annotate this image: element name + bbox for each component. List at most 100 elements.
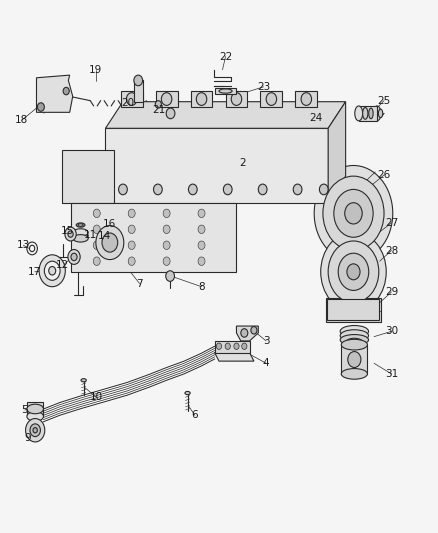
Text: 7: 7: [136, 279, 143, 288]
Circle shape: [127, 93, 137, 106]
Circle shape: [39, 255, 65, 287]
Circle shape: [216, 343, 222, 350]
Circle shape: [348, 352, 361, 368]
Ellipse shape: [369, 108, 373, 119]
Bar: [226, 91, 247, 107]
Text: 18: 18: [15, 115, 28, 125]
Text: 8: 8: [198, 282, 205, 292]
Ellipse shape: [78, 224, 83, 227]
Polygon shape: [106, 102, 346, 128]
Polygon shape: [106, 128, 328, 203]
Bar: [191, 91, 212, 107]
Circle shape: [345, 203, 362, 224]
Circle shape: [241, 329, 248, 337]
Bar: [261, 91, 283, 107]
Bar: [27, 401, 43, 416]
Circle shape: [338, 253, 369, 290]
Text: 3: 3: [263, 336, 269, 346]
Text: 30: 30: [385, 326, 398, 336]
Circle shape: [196, 93, 207, 106]
Circle shape: [198, 257, 205, 265]
Circle shape: [93, 257, 100, 265]
Circle shape: [25, 418, 45, 442]
Circle shape: [234, 343, 239, 350]
Circle shape: [166, 108, 175, 119]
Ellipse shape: [346, 338, 363, 346]
Ellipse shape: [27, 404, 43, 414]
Circle shape: [242, 343, 247, 350]
Ellipse shape: [373, 106, 381, 121]
Circle shape: [63, 87, 69, 95]
Text: 31: 31: [385, 369, 398, 379]
Text: 23: 23: [257, 82, 270, 92]
Text: 6: 6: [192, 410, 198, 421]
Bar: [295, 91, 317, 107]
Bar: [155, 91, 177, 107]
Ellipse shape: [185, 391, 190, 394]
Text: 20: 20: [122, 98, 135, 108]
Ellipse shape: [73, 229, 88, 236]
Text: 5: 5: [21, 405, 28, 415]
Circle shape: [102, 233, 118, 252]
Text: 13: 13: [17, 240, 30, 250]
Text: 9: 9: [25, 433, 31, 443]
Text: 4: 4: [263, 358, 269, 368]
Text: 14: 14: [98, 231, 111, 241]
Circle shape: [128, 225, 135, 233]
Text: 11: 11: [84, 230, 97, 240]
Ellipse shape: [378, 109, 383, 118]
Circle shape: [198, 241, 205, 249]
Circle shape: [231, 93, 242, 106]
Circle shape: [30, 424, 40, 437]
Circle shape: [301, 93, 311, 106]
Text: 19: 19: [89, 65, 102, 75]
Text: 28: 28: [385, 246, 398, 255]
Circle shape: [71, 253, 77, 261]
Circle shape: [251, 327, 257, 334]
Ellipse shape: [340, 335, 368, 345]
Circle shape: [33, 427, 37, 433]
Circle shape: [314, 165, 393, 261]
Text: 29: 29: [385, 287, 398, 297]
Text: 21: 21: [152, 104, 166, 115]
Circle shape: [328, 241, 379, 303]
Text: 2: 2: [240, 158, 246, 168]
Circle shape: [266, 93, 277, 106]
Bar: [134, 80, 143, 102]
Circle shape: [68, 231, 73, 237]
Text: 12: 12: [56, 261, 69, 270]
Circle shape: [319, 184, 328, 195]
Circle shape: [161, 93, 172, 106]
Circle shape: [65, 227, 76, 241]
Text: 15: 15: [60, 226, 74, 236]
Circle shape: [321, 232, 386, 312]
Bar: [359, 106, 377, 121]
Ellipse shape: [340, 326, 368, 337]
Circle shape: [334, 189, 373, 237]
Polygon shape: [328, 102, 346, 203]
Polygon shape: [215, 341, 250, 353]
Circle shape: [128, 209, 135, 217]
Bar: [341, 345, 367, 374]
Circle shape: [163, 209, 170, 217]
Circle shape: [128, 241, 135, 249]
Polygon shape: [237, 326, 258, 341]
Ellipse shape: [341, 368, 367, 379]
Circle shape: [225, 343, 230, 350]
Circle shape: [49, 266, 56, 275]
Bar: [215, 88, 237, 94]
Circle shape: [37, 103, 44, 111]
Circle shape: [223, 184, 232, 195]
Circle shape: [166, 271, 174, 281]
Circle shape: [155, 101, 161, 108]
Circle shape: [163, 241, 170, 249]
Text: 10: 10: [89, 392, 102, 402]
Polygon shape: [326, 298, 381, 322]
Circle shape: [153, 184, 162, 195]
Text: 27: 27: [385, 218, 398, 228]
Bar: [121, 91, 143, 107]
Text: 16: 16: [103, 219, 117, 229]
Circle shape: [93, 241, 100, 249]
Bar: [71, 203, 237, 272]
Circle shape: [258, 184, 267, 195]
